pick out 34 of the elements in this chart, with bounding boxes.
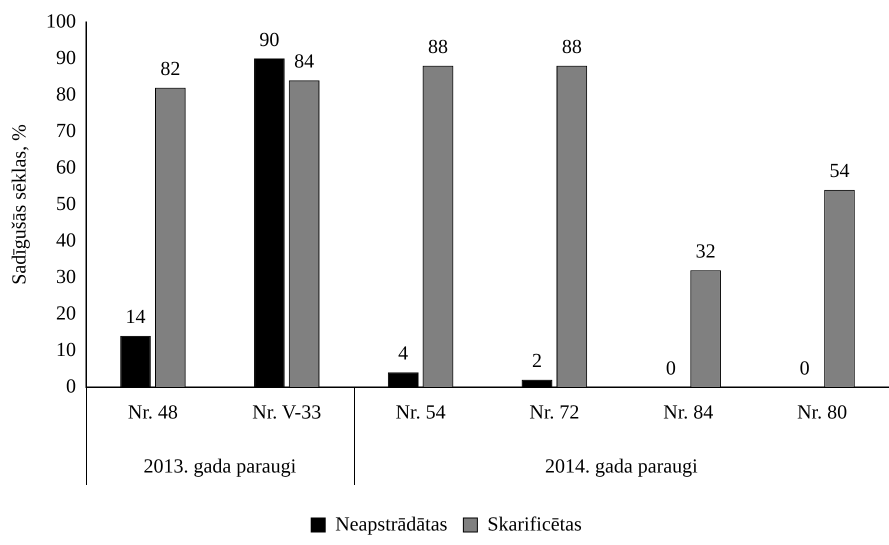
data-label: 0 bbox=[800, 357, 810, 380]
x-tick-label: Nr. V-33 bbox=[252, 401, 322, 424]
y-tick-label: 30 bbox=[56, 266, 76, 288]
x-tick-label: Nr. 80 bbox=[797, 401, 848, 424]
y-tick-label: 0 bbox=[66, 375, 76, 398]
data-label: 14 bbox=[126, 306, 146, 328]
x-tick-label: Nr. 72 bbox=[529, 401, 580, 424]
y-tick-label: 60 bbox=[56, 156, 76, 178]
data-label: 88 bbox=[428, 36, 448, 58]
y-tick-label: 20 bbox=[56, 302, 76, 324]
text: 2014. gada paraugi bbox=[544, 455, 698, 478]
y-tick-label: 80 bbox=[56, 83, 76, 106]
y-axis-title: Sadīgušās sēklas, % bbox=[8, 124, 30, 285]
y-tick-label: 90 bbox=[56, 46, 76, 69]
data-label: 4 bbox=[398, 342, 408, 365]
y-tick-label: 40 bbox=[56, 229, 76, 252]
data-label: 54 bbox=[829, 160, 850, 182]
x-tick-label: Nr. 48 bbox=[128, 401, 178, 424]
y-tick-label: 70 bbox=[56, 120, 76, 142]
x-tick-label: Nr. 84 bbox=[663, 401, 714, 424]
y-tick-label: 10 bbox=[56, 338, 76, 361]
data-label: 84 bbox=[294, 50, 314, 73]
y-tick-label: 50 bbox=[56, 192, 76, 215]
legend-label: Neapstrādātas bbox=[335, 513, 448, 536]
data-label: 32 bbox=[696, 240, 716, 262]
data-label: 88 bbox=[562, 36, 582, 58]
data-label: 0 bbox=[666, 357, 676, 380]
legend-label: Skarificētas bbox=[487, 513, 582, 536]
x-tick-label: Nr. 54 bbox=[396, 401, 446, 424]
data-label: 90 bbox=[259, 28, 280, 51]
text: 2013. gada paraugi bbox=[143, 455, 297, 478]
data-label: 82 bbox=[160, 58, 180, 80]
y-tick-label: 100 bbox=[46, 10, 76, 32]
data-label: 2 bbox=[532, 350, 542, 372]
